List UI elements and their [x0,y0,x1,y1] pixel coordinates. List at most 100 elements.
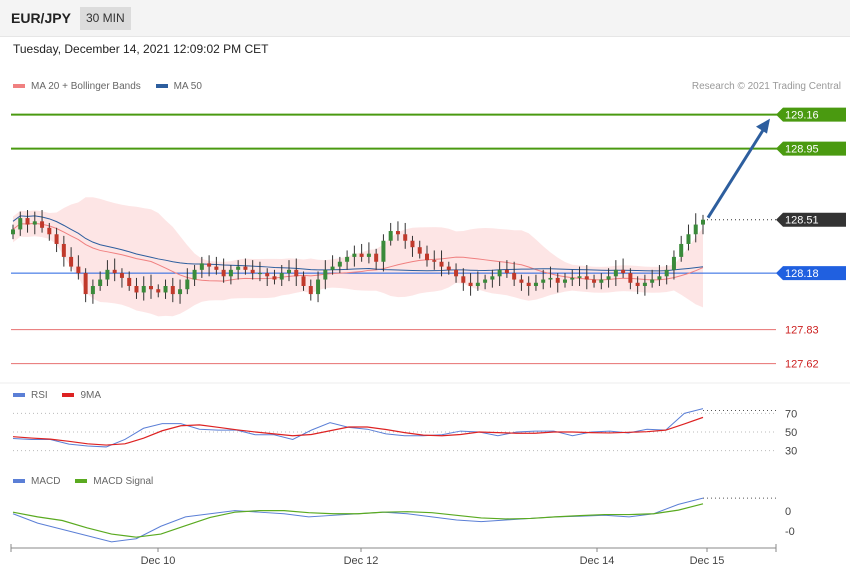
candle-body [330,266,335,270]
x-axis-label: Dec 12 [344,555,379,567]
candle-body [61,243,66,257]
level-tag [776,141,846,156]
candle-body [279,273,284,280]
candle-body [679,243,684,257]
candle-body [635,282,640,286]
price-legend: MA 20 + Bollinger Bands MA 50 [13,81,214,92]
candle-body [475,282,480,286]
rsi-line [12,408,704,448]
candle-body [199,263,204,270]
candle-body [301,276,306,286]
candle-body [541,279,546,283]
candle-body [454,269,459,277]
candle-body [257,273,262,275]
candle-body [650,279,655,283]
legend-rsi: RSI [13,390,48,401]
timeframe-badge[interactable]: 30 MIN [80,7,131,30]
candle-body [69,256,74,267]
legend-macd-signal: MACD Signal [75,476,153,487]
candle-body [599,279,604,283]
candle-body [18,218,23,230]
candle-body [490,276,495,280]
level-label: 127.62 [785,359,819,371]
rsi-tick: 70 [785,408,797,420]
level-tag [776,212,846,227]
macd-tick: -0 [785,526,795,538]
level-label: 127.83 [785,325,819,337]
legend-rsi-ma: 9MA [62,390,101,401]
level-tag [776,107,846,122]
chart-datetime: Tuesday, December 14, 2021 12:09:02 PM C… [13,42,269,56]
candle-body [119,273,124,278]
macd-line [12,497,704,543]
legend-label: MACD Signal [93,476,154,487]
rsi-tick: 50 [785,427,797,439]
candle-body [483,279,488,283]
candle-body [156,289,161,293]
candle-body [395,231,400,235]
ma50-line [12,215,704,272]
rsi-ma-line [12,416,704,446]
candle-body [243,266,248,270]
macd-tick: 0 [785,506,791,518]
candle-body [141,286,146,293]
level-label: 128.18 [785,268,819,280]
target-arrow-shaft [706,127,766,219]
candle-body [163,286,168,293]
candle-body [250,269,255,274]
candle-body [32,221,37,225]
bollinger-band [13,197,703,317]
candle-body [170,286,175,295]
candle-body [606,276,611,280]
research-credit: Research © 2021 Trading Central [691,81,841,92]
candle-body [664,269,669,277]
candle-body [577,276,582,278]
chart-header: EUR/JPY 30 MIN [0,0,850,37]
candle-body [287,269,291,274]
level-tag [776,266,846,281]
candle-body [555,277,560,283]
candle-body [410,240,415,248]
candle-body [381,240,386,262]
candle-body [461,276,466,283]
candle-body [316,279,321,295]
candle-body [432,260,437,262]
candle-body [294,269,299,277]
candle-body [533,282,538,286]
candle-body [25,218,30,225]
level-label: 129.16 [785,110,819,122]
candle-body [548,277,553,280]
candle-body [214,266,219,270]
legend-swatch [62,393,75,398]
candle-body [40,221,45,228]
candle-body [504,269,509,274]
candle-body [686,234,691,244]
candle-body [272,276,277,280]
rsi-tick: 30 [785,446,797,458]
candle-body [642,282,647,286]
candle-body [701,219,705,225]
candle-body [47,227,52,235]
x-axis-label: Dec 10 [141,555,176,567]
candle-body [207,263,212,267]
candle-body [563,279,567,283]
legend-label: MA 50 [173,81,202,92]
candle-body [337,261,342,267]
candle-body [185,279,190,290]
candle-body [112,269,117,274]
candle-body [657,276,662,280]
candle-body [76,266,81,274]
legend-swatch [13,393,25,398]
macd-legend: MACD MACD Signal [13,476,165,487]
candle-body [308,286,313,295]
candle-body [512,273,517,280]
candle-body [149,286,153,290]
candle-body [98,279,103,286]
candle-body [671,256,676,270]
candle-body [366,253,371,257]
legend-label: 9MA [80,390,102,401]
candle-body [388,231,393,241]
candle-body [105,269,110,280]
candle-body [134,286,139,293]
candle-body [584,276,589,280]
